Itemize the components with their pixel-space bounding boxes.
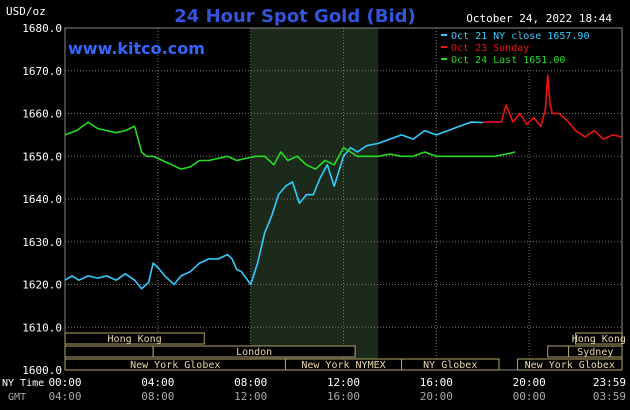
legend-entry: Oct 21 NY close 1657.90 (451, 31, 589, 42)
x2-axis-label: GMT (8, 392, 26, 403)
x2-tick-label: 04:00 (48, 390, 81, 403)
session-box (547, 345, 570, 358)
session-box (64, 332, 205, 345)
unit-label: USD/oz (6, 5, 46, 18)
axes: 1680.0 1670.0 1660.0 1650.0 1640.0 1630.0 1620… (2, 22, 626, 403)
y-tick-label: 1650.0 (22, 150, 62, 163)
x-tick-label: 23:59 (593, 376, 626, 389)
series-line-0 (64, 121, 483, 290)
session-box (575, 332, 623, 345)
grid (64, 27, 623, 371)
session-box (401, 358, 500, 371)
y-tick-label: 1660.0 (22, 108, 62, 121)
x-tick-label: 08:00 (234, 376, 267, 389)
session-label: Sydney (577, 347, 613, 358)
y-tick-label: 1640.0 (22, 193, 62, 206)
x2-tick-label: 20:00 (420, 390, 453, 403)
y-tick-label: 1620.0 (22, 279, 62, 292)
series-line-1 (482, 74, 623, 140)
session-box (64, 345, 154, 358)
y-tick-label: 1600.0 (22, 364, 62, 377)
legend-entry: Oct 24 Last 1651.00 (451, 55, 565, 66)
x-axis-label: NY Time (2, 378, 44, 389)
session-label: New York Globex (130, 360, 220, 371)
x2-tick-label: 03:59 (593, 390, 626, 403)
y-tick-label: 1680.0 (22, 22, 62, 35)
x2-tick-label: 00:00 (513, 390, 546, 403)
series-line-2 (64, 121, 516, 170)
session-label: Hong Kong (108, 334, 162, 345)
x-tick-label: 20:00 (513, 376, 546, 389)
legend-box (438, 29, 621, 67)
market-sessions: Hong Kong Hong Kong London Sydney New York G… (64, 332, 626, 371)
x2-tick-label: 08:00 (141, 390, 174, 403)
series-lines (64, 74, 623, 290)
session-box (517, 358, 623, 371)
session-label: Hong Kong (572, 334, 626, 345)
y-tick-label: 1610.0 (22, 321, 62, 334)
session-label: London (236, 347, 272, 358)
x-tick-label: 12:00 (327, 376, 360, 389)
session-box (152, 345, 356, 358)
x-tick-label: 00:00 (48, 376, 81, 389)
website-label[interactable]: www.kitco.com (68, 39, 205, 58)
session-label: New York NYMEX (301, 360, 385, 371)
legend-entry: Oct 23 Sunday (451, 43, 529, 54)
y-tick-label: 1670.0 (22, 65, 62, 78)
x-tick-label: 04:00 (141, 376, 174, 389)
x-tick-label: 16:00 (420, 376, 453, 389)
datetime-label: October 24, 2022 18:44 (466, 12, 612, 25)
x2-tick-label: 12:00 (234, 390, 267, 403)
x2-tick-label: 16:00 (327, 390, 360, 403)
session-label: New York Globex (525, 360, 615, 371)
session-label: NY Globex (423, 360, 477, 371)
session-box (568, 345, 623, 358)
chart-title: 24 Hour Spot Gold (Bid) (174, 6, 415, 27)
y-tick-label: 1630.0 (22, 236, 62, 249)
